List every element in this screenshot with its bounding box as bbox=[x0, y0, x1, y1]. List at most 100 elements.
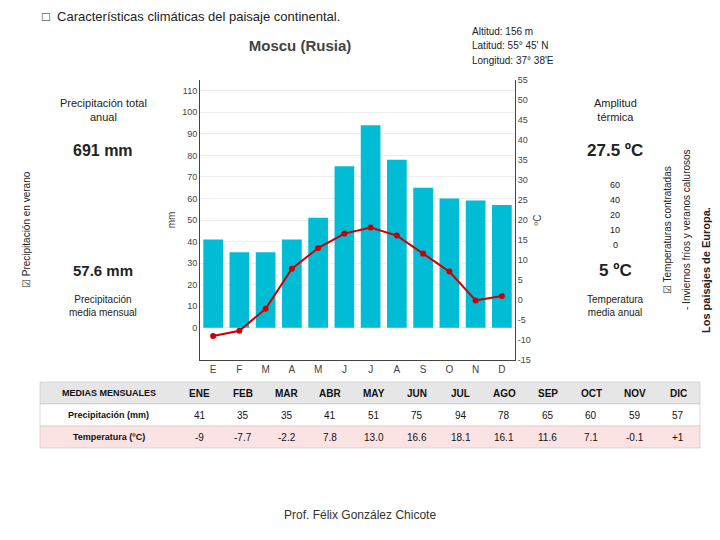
svg-text:51: 51 bbox=[368, 410, 380, 421]
svg-text:16.1: 16.1 bbox=[494, 432, 514, 443]
svg-text:Prof. Félix González Chicote: Prof. Félix González Chicote bbox=[284, 508, 436, 522]
svg-text:Precipitación totalanual: Precipitación totalanual bbox=[60, 97, 147, 123]
svg-text:5 ºC: 5 ºC bbox=[599, 261, 632, 280]
svg-text:ºC: ºC bbox=[532, 215, 543, 226]
svg-text:-2.2: -2.2 bbox=[278, 432, 296, 443]
svg-text:O: O bbox=[445, 364, 453, 375]
svg-text:D: D bbox=[498, 364, 505, 375]
svg-text:SEP: SEP bbox=[538, 388, 558, 399]
svg-text:35: 35 bbox=[237, 410, 249, 421]
svg-text:mm: mm bbox=[166, 212, 177, 229]
svg-text:J: J bbox=[368, 364, 373, 375]
svg-text:Moscu (Rusia): Moscu (Rusia) bbox=[249, 37, 352, 54]
svg-text:25: 25 bbox=[518, 195, 528, 205]
svg-text:Latitud: 55° 45' N: Latitud: 55° 45' N bbox=[472, 40, 549, 51]
svg-text:M: M bbox=[314, 364, 322, 375]
svg-text:Longitud: 37° 38'E: Longitud: 37° 38'E bbox=[472, 55, 554, 66]
svg-text:F: F bbox=[236, 364, 242, 375]
svg-text:18.1: 18.1 bbox=[451, 432, 471, 443]
svg-text:75: 75 bbox=[411, 410, 423, 421]
svg-text:60: 60 bbox=[187, 194, 197, 204]
svg-text:ABR: ABR bbox=[319, 388, 341, 399]
svg-text:57.6 mm: 57.6 mm bbox=[73, 262, 133, 279]
svg-text:15: 15 bbox=[518, 235, 528, 245]
svg-text:M: M bbox=[261, 364, 269, 375]
svg-text:10: 10 bbox=[610, 225, 620, 235]
svg-text:DIC: DIC bbox=[670, 388, 687, 399]
svg-text:S: S bbox=[420, 364, 427, 375]
svg-text:Altitud: 156 m: Altitud: 156 m bbox=[472, 26, 533, 37]
svg-text:Precipitación (mm): Precipitación (mm) bbox=[68, 410, 149, 420]
svg-text:40: 40 bbox=[187, 237, 197, 247]
svg-text:NOV: NOV bbox=[624, 388, 646, 399]
svg-text:20: 20 bbox=[518, 215, 528, 225]
svg-text:MAY: MAY bbox=[363, 388, 385, 399]
svg-text:ENE: ENE bbox=[189, 388, 210, 399]
svg-text:-15: -15 bbox=[518, 355, 531, 365]
svg-text:10: 10 bbox=[518, 255, 528, 265]
svg-text:+1: +1 bbox=[672, 432, 684, 443]
svg-text:Los paisajes de Europa.: Los paisajes de Europa. bbox=[700, 207, 712, 333]
svg-text:E: E bbox=[210, 364, 217, 375]
svg-text:40: 40 bbox=[610, 195, 620, 205]
svg-text:10: 10 bbox=[187, 301, 197, 311]
svg-text:65: 65 bbox=[542, 410, 554, 421]
svg-text:78: 78 bbox=[498, 410, 510, 421]
svg-text:11.6: 11.6 bbox=[538, 432, 557, 443]
svg-text:55: 55 bbox=[518, 75, 528, 85]
svg-text:Temperatura (ºC): Temperatura (ºC) bbox=[73, 432, 145, 442]
svg-text:16.6: 16.6 bbox=[407, 432, 427, 443]
svg-text:41: 41 bbox=[194, 410, 206, 421]
svg-text:27.5 ºC: 27.5 ºC bbox=[587, 141, 643, 160]
svg-text:7.1: 7.1 bbox=[584, 432, 598, 443]
svg-text:110: 110 bbox=[183, 86, 197, 96]
svg-text:-0.1: -0.1 bbox=[626, 432, 644, 443]
svg-text:60: 60 bbox=[585, 410, 597, 421]
svg-text:57: 57 bbox=[672, 410, 684, 421]
svg-text:94: 94 bbox=[455, 410, 467, 421]
svg-text:5: 5 bbox=[518, 275, 523, 285]
svg-text:- Inviernos fríos y veranos ca: - Inviernos fríos y veranos calurosos bbox=[681, 149, 692, 310]
svg-text:☑ Precipitación en verano: ☑ Precipitación en verano bbox=[21, 171, 32, 288]
svg-text:-7.7: -7.7 bbox=[234, 432, 252, 443]
svg-text:Temperaturamedia anual: Temperaturamedia anual bbox=[587, 294, 644, 318]
svg-text:JUN: JUN bbox=[407, 388, 427, 399]
svg-text:45: 45 bbox=[518, 115, 528, 125]
svg-text:50: 50 bbox=[187, 215, 197, 225]
svg-text:60: 60 bbox=[610, 180, 620, 190]
svg-text:0: 0 bbox=[518, 295, 523, 305]
svg-text:20: 20 bbox=[187, 280, 197, 290]
svg-text:80: 80 bbox=[187, 151, 197, 161]
svg-text:50: 50 bbox=[518, 95, 528, 105]
svg-text:-5: -5 bbox=[518, 315, 526, 325]
svg-text:7.8: 7.8 bbox=[323, 432, 337, 443]
svg-text:41: 41 bbox=[324, 410, 336, 421]
svg-text:90: 90 bbox=[187, 129, 197, 139]
svg-text:70: 70 bbox=[187, 172, 197, 182]
svg-text:40: 40 bbox=[518, 135, 528, 145]
svg-text:J: J bbox=[342, 364, 347, 375]
svg-text:AGO: AGO bbox=[493, 388, 516, 399]
svg-text:-10: -10 bbox=[518, 335, 531, 345]
svg-text:-9: -9 bbox=[195, 432, 204, 443]
svg-text:59: 59 bbox=[629, 410, 641, 421]
svg-text:A: A bbox=[394, 364, 401, 375]
svg-text:20: 20 bbox=[610, 210, 620, 220]
svg-text:Precipitaciónmedia mensual: Precipitaciónmedia mensual bbox=[69, 294, 137, 318]
svg-text:691 mm: 691 mm bbox=[73, 142, 133, 159]
svg-text:JUL: JUL bbox=[451, 388, 470, 399]
svg-text:35: 35 bbox=[281, 410, 293, 421]
svg-text:☑ Temperaturas contratadas: ☑ Temperaturas contratadas bbox=[662, 166, 673, 294]
svg-text:30: 30 bbox=[187, 258, 197, 268]
svg-text:A: A bbox=[289, 364, 296, 375]
svg-text:OCT: OCT bbox=[581, 388, 602, 399]
svg-text:MAR: MAR bbox=[275, 388, 299, 399]
svg-text:30: 30 bbox=[518, 175, 528, 185]
svg-text:□ Características climáticas: □ Características climáticas del paisaje… bbox=[42, 9, 340, 24]
svg-text:FEB: FEB bbox=[233, 388, 253, 399]
svg-text:100: 100 bbox=[182, 107, 197, 117]
svg-text:0: 0 bbox=[613, 240, 618, 250]
svg-text:Amplitudtérmica: Amplitudtérmica bbox=[594, 97, 637, 123]
svg-text:35: 35 bbox=[518, 155, 528, 165]
svg-text:MEDIAS MENSUALES: MEDIAS MENSUALES bbox=[62, 388, 156, 398]
